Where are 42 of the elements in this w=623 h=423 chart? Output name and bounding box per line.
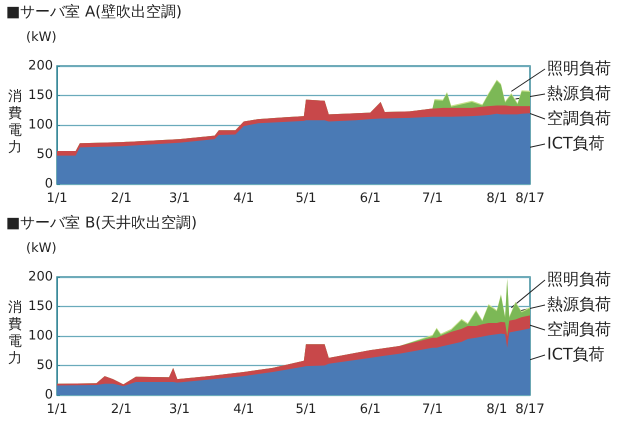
y-tick-label: 200: [28, 270, 53, 284]
y-tick-label: 50: [36, 358, 53, 373]
series-label: 熱源負荷: [547, 84, 611, 102]
series-label: 熱源負荷: [547, 294, 611, 314]
chart-title: ■サーバ室 B(天井吹出空調): [6, 214, 197, 232]
x-tick-label: 6/1: [360, 402, 381, 417]
text: (kW): [26, 30, 57, 45]
x-tick-label: 2/1: [110, 402, 132, 417]
x-tick-label: 8/17: [515, 402, 545, 417]
x-tick-label: 1/1: [46, 402, 68, 417]
series-label: 空調負荷: [547, 108, 611, 128]
x-tick-label: 3/1: [168, 402, 190, 417]
x-tick-label: 8/1: [486, 191, 508, 206]
x-tick-label: 2/1: [110, 191, 132, 206]
y-tick-label: 200: [28, 58, 53, 74]
y-tick-label: 150: [28, 299, 53, 314]
y-tick-label: 0: [44, 176, 53, 192]
y-tick-label: 150: [28, 88, 53, 103]
x-tick-label: 3/1: [168, 191, 190, 206]
x-tick-label: 6/1: [360, 191, 381, 206]
series-label: 空調負荷: [547, 320, 611, 338]
y-tick-label: 50: [36, 147, 53, 162]
y-tick-label: 0: [44, 388, 53, 402]
x-tick-label: 4/1: [233, 402, 254, 417]
y-tick-label: 100: [28, 328, 53, 344]
x-tick-label: 5/1: [295, 402, 316, 417]
x-tick-label: 4/1: [233, 191, 254, 206]
series-label: 照明負荷: [547, 270, 611, 288]
chart-title: ■サーバ室 A(壁吹出空調): [6, 2, 182, 20]
series-label: ICT負荷: [547, 134, 605, 152]
y-axis-title: 消費電力: [8, 300, 22, 366]
series-label: ICT負荷: [547, 344, 605, 364]
y-tick-label: 100: [28, 118, 53, 132]
x-tick-label: 5/1: [295, 191, 316, 206]
x-tick-label: 1/1: [46, 191, 68, 206]
series-label: 照明負荷: [547, 58, 611, 78]
x-tick-label: 8/1: [486, 402, 508, 417]
text: (kW): [26, 241, 57, 256]
x-tick-label: 7/1: [422, 191, 443, 206]
x-tick-label: 8/17: [515, 191, 545, 206]
x-tick-label: 7/1: [422, 402, 443, 417]
y-axis-title: 消費電力: [8, 88, 22, 156]
